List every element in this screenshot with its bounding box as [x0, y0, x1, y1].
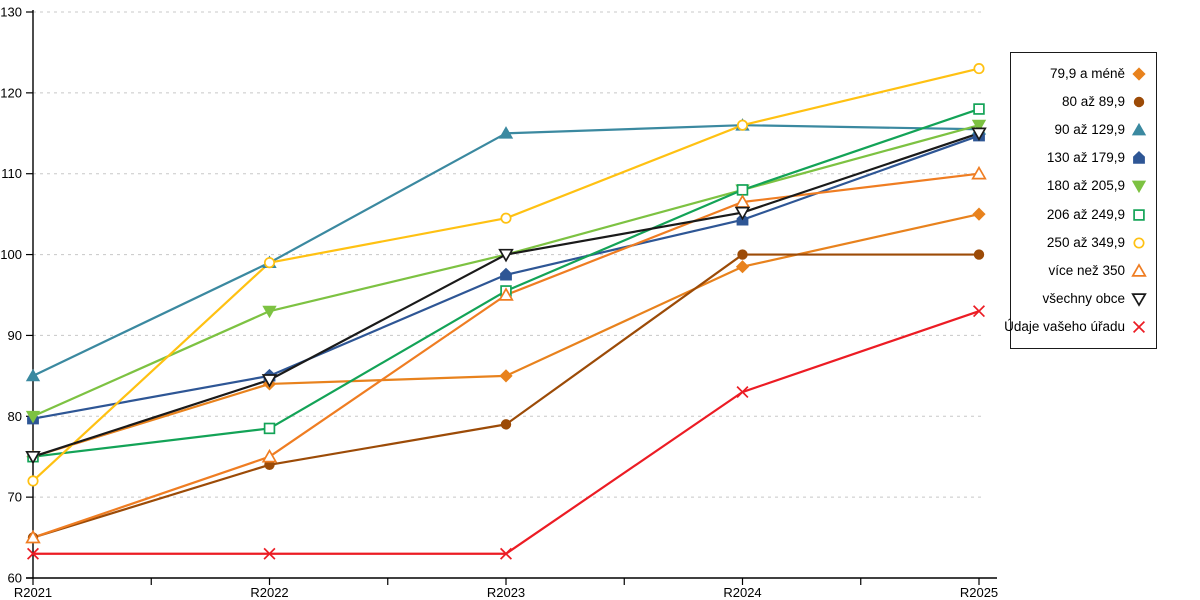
legend: 79,9 a méně 80 až 89,9 90 až 129,9 130 až 1…	[1004, 52, 1157, 349]
x-tick-label: R2021	[14, 585, 52, 600]
series-markers-group	[27, 103, 985, 463]
y-tick-label: 110	[1, 166, 22, 181]
series-line-9	[31, 310, 981, 555]
y-tick-label: 120	[0, 85, 22, 100]
marker-diamond	[972, 207, 986, 221]
x-tick-label: R2023	[487, 585, 525, 600]
marker-triangle-down	[734, 206, 751, 221]
x-tick-label: R2024	[723, 585, 761, 600]
marker-square	[973, 103, 985, 115]
marker-triangle-down	[971, 127, 987, 142]
series-lines	[31, 67, 981, 555]
marker-pentagon	[500, 267, 512, 281]
circle-legend-icon	[1133, 96, 1145, 108]
marker-diamond	[735, 260, 750, 274]
legend-item: Údaje vašeho úřadu	[1004, 319, 1147, 335]
legend-item: 206 až 249,9	[1020, 207, 1147, 223]
legend-item: 130 až 179,9	[1020, 150, 1147, 166]
legend-label: 180 až 205,9	[1046, 178, 1125, 194]
triangle-down-legend-icon	[1131, 293, 1147, 307]
marker-circle	[973, 249, 985, 260]
axes: 60 70 80 90 100 110 120 130 R2021 R2022 R2023 R2024…	[0, 5, 998, 600]
triangle-up-legend-icon	[1131, 262, 1147, 277]
marker-x	[972, 305, 986, 318]
legend-label: 206 až 249,9	[1046, 206, 1125, 222]
marker-circle	[737, 249, 748, 260]
series-markers-group	[27, 63, 985, 487]
legend-label: 79,9 a méně	[1049, 66, 1125, 81]
y-tick-label: 60	[8, 571, 22, 586]
marker-triangle-up	[971, 165, 987, 180]
legend-item: 79,9 a méně	[1020, 66, 1147, 82]
y-tick-label: 80	[8, 409, 22, 424]
x-tick-label: R2022	[250, 585, 288, 600]
marker-diamond	[499, 369, 513, 383]
legend-label: Údaje vašeho úřadu	[1004, 318, 1125, 334]
series-markers-group	[25, 165, 987, 544]
legend-item: všechny obce	[1020, 291, 1147, 307]
marker-triangle-up	[498, 287, 514, 301]
marker-circle	[973, 63, 985, 75]
marker-triangle-up	[261, 448, 278, 463]
series-markers	[25, 63, 987, 560]
y-tick-label: 90	[8, 328, 22, 343]
y-tick-label: 70	[8, 490, 22, 505]
marker-triangle-up	[25, 529, 41, 544]
marker-circle	[736, 119, 749, 131]
marker-triangle-up	[25, 368, 41, 382]
marker-triangle-down	[262, 305, 277, 319]
diamond-legend-icon	[1132, 67, 1146, 81]
triangle-down-legend-icon	[1131, 181, 1147, 194]
series-line-5	[31, 107, 981, 458]
legend-item: více než 350	[1020, 263, 1147, 279]
marker-x	[26, 547, 40, 560]
series-markers-group	[26, 305, 986, 560]
marker-square	[263, 422, 276, 435]
marker-circle	[27, 475, 39, 487]
marker-triangle-down	[25, 410, 41, 424]
legend-item: 250 až 349,9	[1020, 235, 1147, 251]
x-tick-label: R2025	[960, 585, 998, 600]
marker-x	[499, 547, 513, 560]
marker-circle	[263, 257, 276, 269]
marker-circle	[500, 212, 512, 224]
legend-label: 130 až 179,9	[1046, 150, 1125, 166]
circle-legend-icon	[1133, 237, 1145, 249]
legend-item: 80 až 89,9	[1020, 94, 1147, 110]
marker-triangle-down	[971, 119, 987, 133]
legend-label: 90 až 129,9	[1054, 122, 1125, 138]
legend-item: 90 až 129,9	[1020, 122, 1147, 138]
marker-square	[736, 184, 749, 196]
y-tick-label: 130	[0, 5, 22, 20]
series-markers-group	[25, 127, 987, 465]
marker-triangle-down	[498, 248, 514, 263]
marker-x	[263, 547, 276, 560]
triangle-up-legend-icon	[1131, 123, 1147, 136]
legend-label: 80 až 89,9	[1061, 94, 1125, 110]
square-legend-icon	[1133, 208, 1145, 221]
x-legend-icon	[1132, 320, 1146, 333]
y-tick-label: 100	[0, 247, 22, 262]
marker-circle	[500, 419, 512, 430]
pentagon-legend-icon	[1133, 151, 1145, 165]
legend-label: více než 350	[1048, 262, 1125, 278]
marker-triangle-up	[498, 126, 514, 139]
marker-triangle-down	[25, 450, 41, 465]
marker-x	[736, 386, 749, 399]
marker-triangle-down	[261, 374, 278, 388]
legend-label: všechny obce	[1042, 290, 1125, 306]
legend-label: 250 až 349,9	[1046, 234, 1125, 250]
series-line-7	[31, 172, 981, 539]
legend-item: 180 až 205,9	[1020, 178, 1147, 194]
line-chart: 60 70 80 90 100 110 120 130 R2021 R2022 R2023 R2024…	[0, 5, 998, 600]
